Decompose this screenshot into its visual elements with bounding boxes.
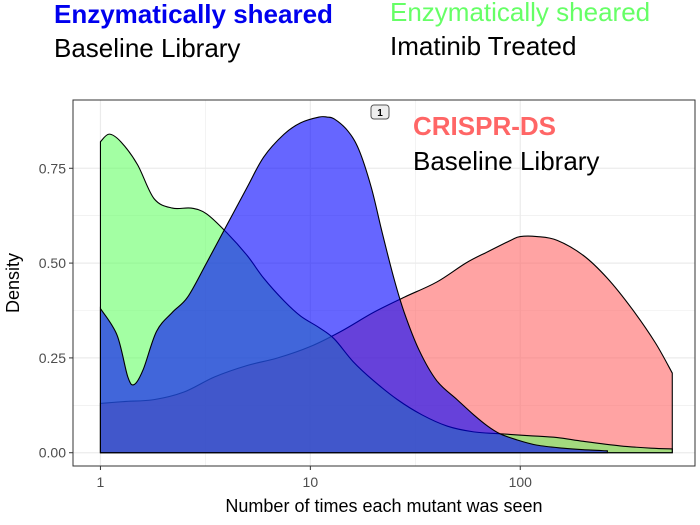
panel-border [72, 99, 696, 467]
label-enzymatic-baseline: Enzymatically sheared Baseline Library [54, 0, 333, 62]
label-enzymatic-baseline-title: Enzymatically sheared [54, 0, 333, 29]
label-crispr-baseline-subtitle: Baseline Library [413, 146, 600, 176]
x-axis-title: Number of times each mutant was seen [225, 496, 542, 516]
y-tick-label: 0.75 [39, 160, 66, 176]
x-tick-label: 10 [303, 474, 319, 490]
y-axis-title: Density [3, 253, 23, 313]
label-enzymatic-imatinib: Enzymatically sheared Imatinib Treated [390, 0, 650, 60]
y-tick-label: 0.00 [39, 445, 66, 461]
label-enzymatic-baseline-subtitle: Baseline Library [54, 33, 241, 63]
x-axis: 1 10 100 [97, 466, 533, 490]
label-enzymatic-imatinib-title: Enzymatically sheared [390, 0, 651, 27]
x-tick-label: 1 [97, 474, 105, 490]
density-area-3 [99, 116, 608, 454]
marker-badge: 1 [370, 104, 390, 120]
label-crispr-baseline: CRISPR-DS Baseline Library [413, 112, 599, 175]
y-tick-label: 0.25 [39, 350, 66, 366]
marker-label: 1 [377, 108, 383, 119]
y-tick-label: 0.50 [39, 255, 66, 271]
label-enzymatic-imatinib-subtitle: Imatinib Treated [390, 31, 577, 61]
density-areas [99, 116, 673, 454]
y-axis: 0.00 0.25 0.50 0.75 [39, 160, 73, 461]
label-crispr-baseline-title: CRISPR-DS [413, 111, 557, 141]
x-tick-label: 100 [509, 474, 533, 490]
